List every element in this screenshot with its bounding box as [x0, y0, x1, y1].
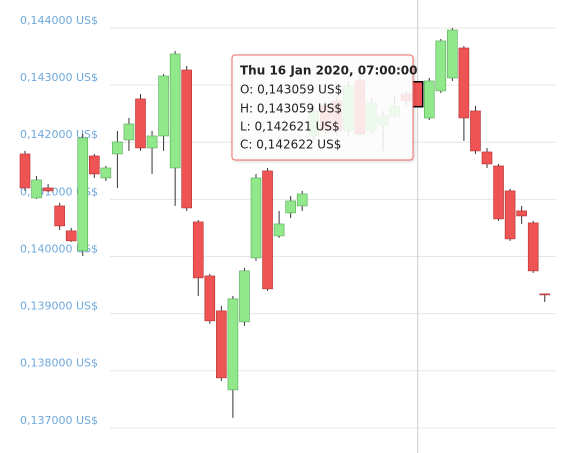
tooltip-line: C: 0,142622 US$ — [240, 138, 341, 152]
candle-body — [539, 293, 551, 296]
candle-body — [504, 190, 516, 240]
candle-body — [19, 153, 31, 189]
tooltip-line: H: 0,143059 US$ — [240, 102, 342, 116]
tooltip-title: Thu 16 Jan 2020, 07:00:00 — [240, 64, 417, 78]
tooltip-line: L: 0,142621 US$ — [240, 120, 340, 134]
candle-body — [42, 187, 54, 192]
candle-body — [273, 223, 285, 237]
candle-body — [181, 69, 192, 209]
candle-body — [285, 200, 296, 214]
candle-body — [158, 75, 169, 137]
y-tick-label: 0,143000 US$ — [20, 71, 98, 84]
tooltip: Thu 16 Jan 2020, 07:00:00 O: 0,143059 US… — [231, 54, 417, 161]
candle-body — [65, 230, 77, 242]
candle-body — [239, 270, 250, 323]
y-tick-label: 0,138000 US$ — [20, 357, 98, 370]
candle-body — [227, 298, 239, 391]
y-tick-label: 0,139000 US$ — [20, 300, 98, 313]
candle-body — [216, 310, 227, 379]
candle-body — [411, 80, 424, 108]
candle-body — [470, 110, 481, 152]
y-tick-label: 0,137000 US$ — [20, 414, 98, 427]
candle-body — [435, 40, 447, 92]
candle-body — [169, 53, 181, 169]
tooltip-line: O: 0,143059 US$ — [240, 83, 342, 97]
candle-body — [89, 155, 100, 175]
candle-body — [54, 205, 65, 227]
candle-body — [250, 177, 262, 259]
candle-body — [77, 137, 89, 252]
candle-body — [204, 275, 216, 322]
candle-body — [493, 165, 504, 220]
candle-body — [112, 141, 123, 155]
y-tick-label: 0,144000 US$ — [20, 14, 98, 27]
candle-body — [447, 29, 458, 79]
candle-body — [135, 98, 146, 149]
tooltip-box — [231, 54, 414, 161]
candle-body — [516, 210, 527, 217]
candle-body — [481, 151, 493, 165]
candle-body — [192, 221, 204, 279]
candle-body — [100, 167, 112, 179]
candle-body — [423, 80, 435, 119]
grid: 0,144000 US$0,143000 US$0,142000 US$0,14… — [20, 14, 556, 429]
candle-body — [123, 123, 135, 141]
candle-body — [146, 135, 158, 149]
candle-body — [31, 179, 42, 199]
candle-body — [296, 193, 308, 207]
candle-body — [262, 170, 273, 290]
candle-body — [527, 222, 539, 272]
candle-body — [458, 47, 470, 119]
